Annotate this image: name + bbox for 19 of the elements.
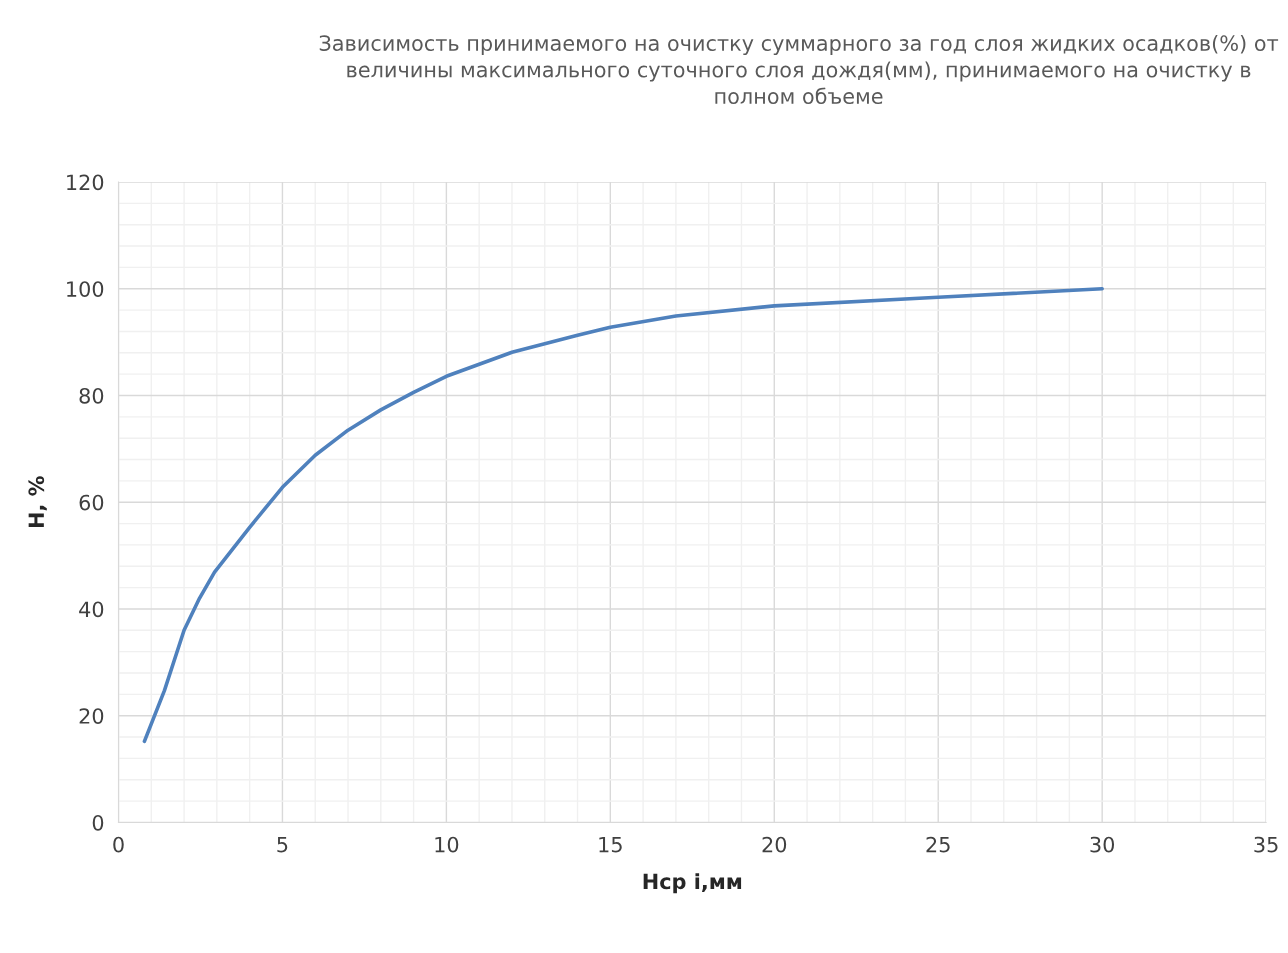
y-axis-title: Н, % — [28, 476, 47, 528]
y-tick-label: 80 — [79, 387, 104, 404]
y-tick-label: 0 — [92, 814, 104, 831]
y-tick-label: 100 — [67, 281, 104, 297]
y-tick-label: 120 — [67, 174, 104, 191]
x-tick-label: 0 — [113, 836, 124, 853]
line-series — [142, 286, 1104, 744]
x-tick-label: 15 — [599, 836, 622, 853]
x-tick-label: 25 — [926, 836, 950, 853]
x-tick-label: 5 — [277, 836, 288, 853]
x-tick-label: 35 — [1254, 836, 1278, 853]
x-axis-title: Нср i,мм — [643, 873, 742, 894]
x-tick-label: 20 — [762, 836, 787, 853]
x-tick-label: 10 — [435, 836, 459, 853]
x-tick-label: 30 — [1090, 836, 1115, 853]
y-tick-label: 60 — [79, 494, 104, 511]
chart-title: Зависимость принимаемого на очистку суммарного за год слоя жидких осадков(%) от величины максимального суточного слоя дождя(мм), принимаемого на очистку в полном объеме — [319, 34, 1279, 105]
y-tick-label: 40 — [79, 601, 104, 618]
y-tick-label: 20 — [79, 708, 104, 724]
